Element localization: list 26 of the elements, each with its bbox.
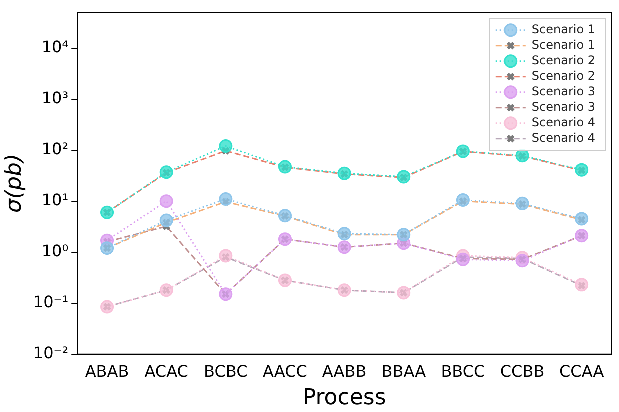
x-tick-label: BCBC: [204, 362, 248, 382]
legend-label: Scenario 2: [532, 68, 596, 83]
x-tick-label: ACAC: [144, 362, 188, 382]
y-tick-label: 10³: [42, 88, 69, 108]
legend-label: Scenario 1: [532, 38, 596, 52]
x-tick-label: ABAB: [85, 362, 130, 382]
legend-label: Scenario 4: [532, 130, 596, 145]
x-tick-label: CCAA: [559, 362, 604, 382]
y-tick-label: 10¹: [42, 190, 69, 210]
x-axis-title: Process: [302, 386, 386, 411]
x-tick-label: AABB: [322, 362, 367, 382]
x-tick-label: BBCC: [441, 362, 486, 382]
legend-label: Scenario 1: [532, 22, 596, 36]
x-tick-label: AACC: [263, 362, 308, 382]
x-tick-label: BBAA: [382, 362, 426, 382]
legend-label: Scenario 4: [532, 115, 596, 130]
x-tick-label: CCBB: [500, 362, 545, 382]
legend-label: Scenario 2: [532, 53, 596, 68]
y-tick-label: 10⁻²: [33, 344, 69, 363]
y-axis-title: σ(pb): [2, 154, 27, 214]
y-tick-label: 10⁰: [42, 242, 69, 261]
legend-label: Scenario 3: [532, 84, 596, 98]
y-tick-label: 10⁴: [42, 37, 69, 56]
legend-label: Scenario 3: [532, 100, 596, 114]
y-tick-label: 10⁻¹: [33, 292, 69, 312]
y-tick-label: 10²: [42, 139, 69, 158]
